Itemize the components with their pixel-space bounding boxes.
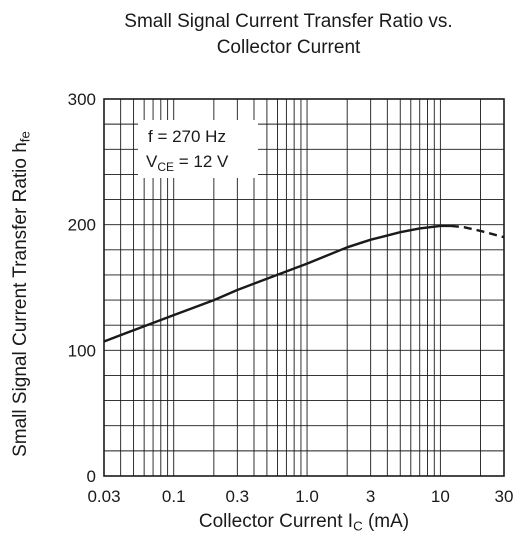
y-tick-label: 300 — [68, 90, 96, 109]
x-axis-label: Collector Current IC (mA) — [104, 511, 504, 533]
annotation-box — [138, 120, 258, 178]
chart-title-line-1: Small Signal Current Transfer Ratio vs. — [124, 11, 453, 32]
x-tick-label: 10 — [431, 487, 450, 506]
x-tick-label: 0.1 — [162, 487, 186, 506]
y-tick-label: 200 — [68, 216, 96, 235]
x-tick-label: 0.3 — [226, 487, 250, 506]
annotation-vce-rest: = 12 V — [174, 152, 229, 171]
plot-frame — [103, 98, 505, 477]
grid-lines — [104, 99, 504, 476]
x-tick-label: 30 — [495, 487, 514, 506]
x-axis-label-text: Collector Current I — [198, 511, 354, 532]
y-tick-label: 0 — [87, 467, 96, 486]
annotation-vce: VCE = 12 V — [146, 152, 229, 174]
data-curves — [103, 224, 505, 343]
chart-title-line-2: Collector Current — [216, 37, 361, 58]
hfe-curve — [103, 224, 451, 343]
hfe-curve-dashed-extension — [450, 224, 505, 239]
x-axis-label-subscript: C — [353, 518, 363, 534]
x-tick-label: 3 — [366, 487, 375, 506]
annotation-vce-sub: CE — [157, 160, 174, 174]
x-tick-label: 1.0 — [295, 487, 319, 506]
annotation-vce-main: V — [146, 152, 158, 171]
y-tick-label: 100 — [68, 341, 96, 360]
x-tick-label: 0.03 — [87, 487, 120, 506]
annotation-frequency: f = 270 Hz — [148, 127, 226, 146]
x-axis-label-unit: (mA) — [362, 511, 410, 532]
